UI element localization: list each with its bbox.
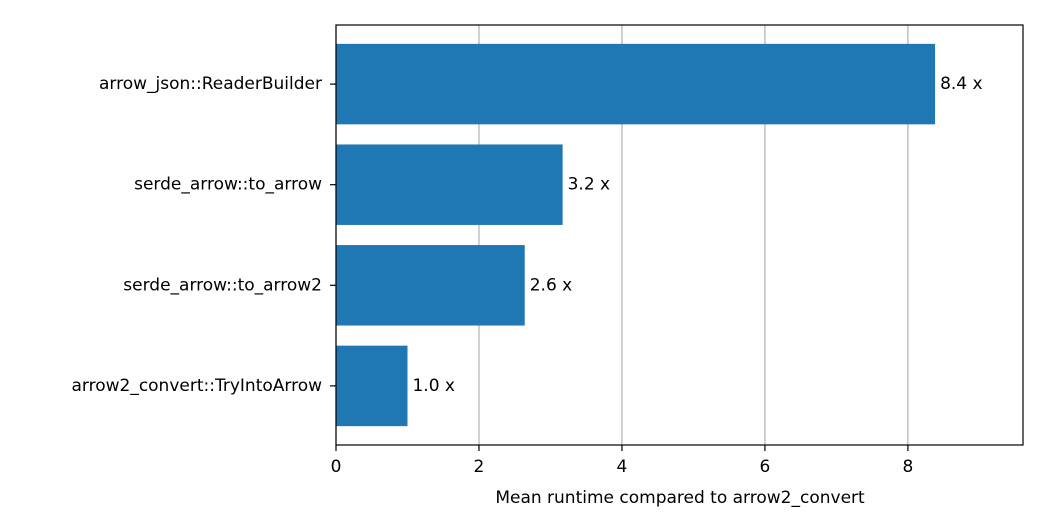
value-label: 3.2 x <box>568 175 611 195</box>
y-tick-label: serde_arrow::to_arrow <box>134 175 322 195</box>
x-tick-label: 4 <box>617 457 628 477</box>
value-label: 8.4 x <box>940 74 983 94</box>
x-tick-label: 0 <box>331 457 342 477</box>
y-tick-label: serde_arrow::to_arrow2 <box>123 275 322 295</box>
y-tick-label: arrow2_convert::TryIntoArrow <box>71 376 322 396</box>
bar <box>336 43 936 125</box>
x-axis-label: Mean runtime compared to arrow2_convert <box>495 488 865 508</box>
plot-frame <box>335 24 1024 446</box>
x-tick-label: 2 <box>474 457 485 477</box>
value-label: 2.6 x <box>530 275 573 295</box>
y-tick-label: arrow_json::ReaderBuilder <box>99 74 322 94</box>
bar <box>336 144 563 225</box>
bar <box>336 245 525 326</box>
x-tick-label: 8 <box>902 457 913 477</box>
bar <box>336 345 408 427</box>
x-tick-label: 6 <box>760 457 771 477</box>
value-label: 1.0 x <box>412 376 455 396</box>
